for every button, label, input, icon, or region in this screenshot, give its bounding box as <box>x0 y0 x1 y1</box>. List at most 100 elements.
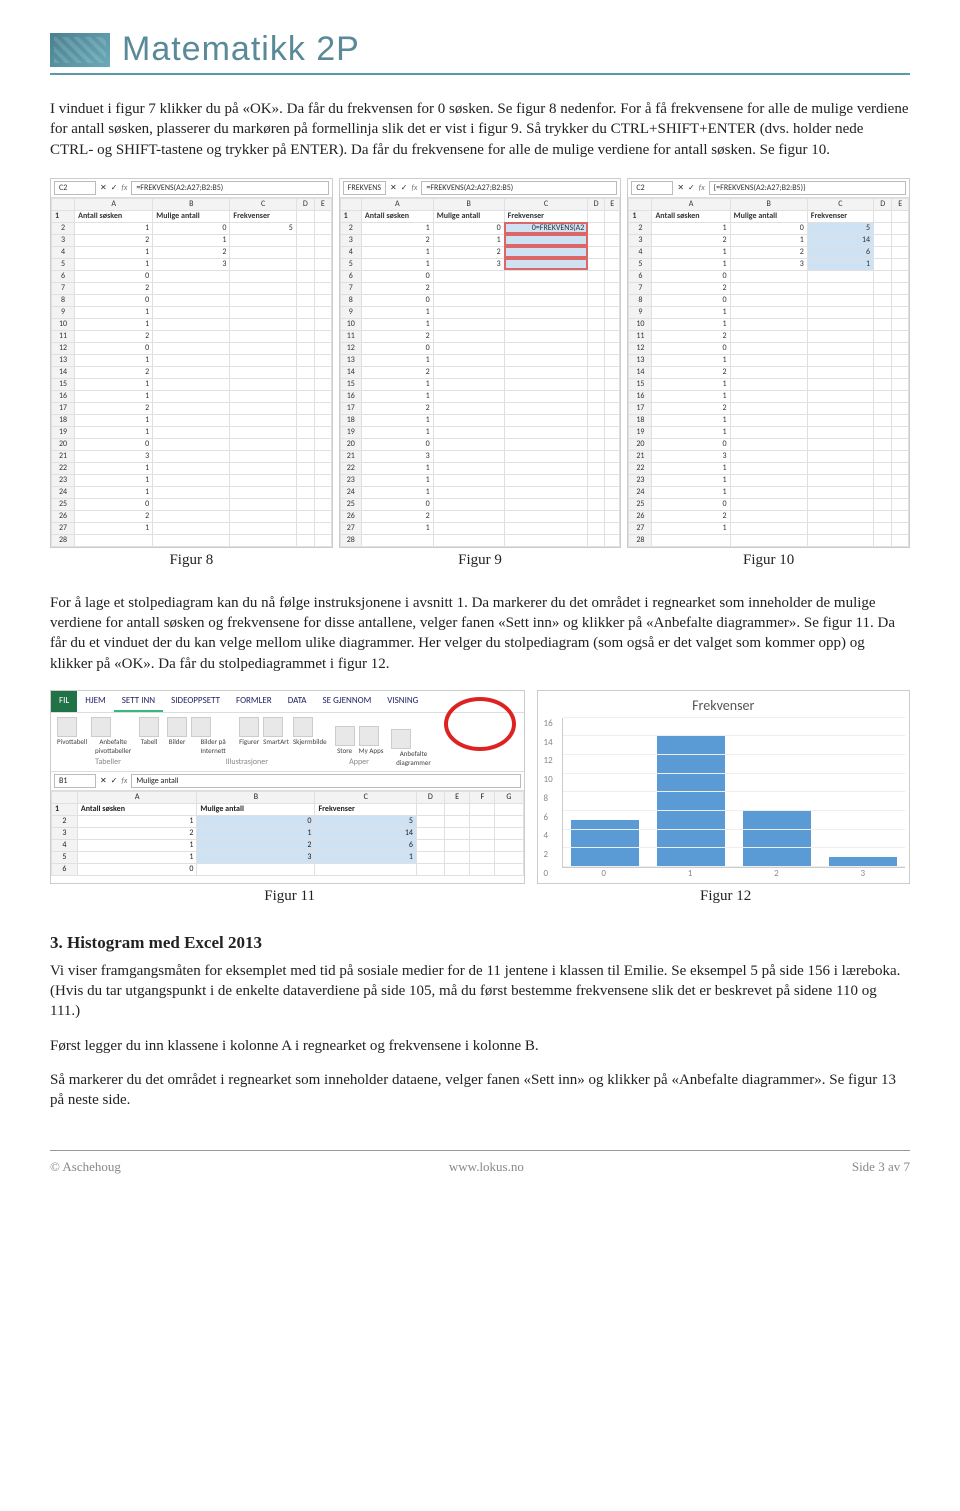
footer-right: Side 3 av 7 <box>852 1159 910 1175</box>
footer-left: © Aschehoug <box>50 1159 121 1175</box>
ribbon-tab-sideoppsett[interactable]: SIDEOPPSETT <box>163 691 228 712</box>
section-3-heading: 3. Histogram med Excel 2013 <box>50 933 910 953</box>
ribbon-button[interactable]: Skjermbilde <box>293 717 327 755</box>
figure-10-sheet: C2 ✕✓fx {=FREKVENS(A2:A27;B2:B5)}ABCDE1A… <box>627 178 910 548</box>
ribbon-button[interactable]: SmartArt <box>263 717 289 755</box>
fx-icon: fx <box>121 776 127 786</box>
chart-bar <box>657 736 725 866</box>
name-box: B1 <box>54 774 96 788</box>
ribbon-group: Store My Apps Apper <box>335 726 384 767</box>
y-tick-label: 8 <box>544 793 553 804</box>
header-title: Matematikk 2P <box>122 30 360 69</box>
chart-bar <box>743 811 811 867</box>
x-tick-label: 2 <box>742 868 810 879</box>
chart-bars <box>562 718 905 868</box>
y-tick-label: 4 <box>544 830 553 841</box>
ribbon-icon <box>57 717 77 737</box>
ribbon-button[interactable]: Anbefalte pivottabeller <box>91 717 135 755</box>
chart-bar <box>571 820 639 867</box>
y-tick-label: 2 <box>544 849 553 860</box>
y-tick-label: 6 <box>544 812 553 823</box>
ribbon-group: Bilder Bilder på Internett Figurer SmartArt… <box>167 717 327 767</box>
ribbon-button-label: Figurer <box>239 737 259 746</box>
ribbon-icon <box>391 729 411 749</box>
ribbon-tab-sett inn[interactable]: SETT INN <box>114 691 163 712</box>
figure-11-table: ABCDEFG1Antall søskenMulige antallFrekve… <box>51 791 524 876</box>
ribbon-icon <box>191 717 211 737</box>
paragraph-1: I vinduet i figur 7 klikker du på «OK». … <box>50 99 910 160</box>
ribbon-body: PivottabellAnbefalte pivottabeller Tabell… <box>51 713 524 772</box>
ribbon-button-label: Bilder på Internett <box>191 737 235 755</box>
ribbon-button[interactable]: My Apps <box>359 726 384 755</box>
ribbon-button-label: Anbefalte pivottabeller <box>91 737 135 755</box>
ribbon-button-label: Tabell <box>139 737 159 746</box>
ribbon-button[interactable]: Anbefalte diagrammer <box>391 729 435 767</box>
footer-center: www.lokus.no <box>449 1159 524 1175</box>
ribbon-group-label: Illustrasjoner <box>226 757 268 767</box>
fx-cancel-icon: ✕ <box>100 776 107 786</box>
ribbon-icon <box>359 726 379 746</box>
page-header: Matematikk 2P <box>50 30 910 75</box>
three-spreadsheet-figures: C2 ✕✓fx =FREKVENS(A2:A27;B2:B5)ABCDE1Ant… <box>50 178 910 548</box>
x-tick-label: 1 <box>656 868 724 879</box>
ribbon-group-label: Apper <box>349 757 369 767</box>
figure-12-chart: Frekvenser 0246810121416 0123 <box>537 690 910 884</box>
ribbon-button[interactable]: Bilder <box>167 717 187 755</box>
ribbon-tab-data[interactable]: DATA <box>280 691 315 712</box>
ribbon-button-label: Anbefalte diagrammer <box>391 749 435 767</box>
caption-fig12: Figur 12 <box>541 888 910 905</box>
fx-ok-icon: ✓ <box>111 776 118 786</box>
section-3-p1: Vi viser framgangsmåten for eksemplet me… <box>50 961 910 1022</box>
caption-fig9: Figur 9 <box>339 552 622 569</box>
ribbon-icon <box>335 726 355 746</box>
chart-title: Frekvenser <box>542 697 905 714</box>
figure-8-sheet: C2 ✕✓fx =FREKVENS(A2:A27;B2:B5)ABCDE1Ant… <box>50 178 333 548</box>
x-tick-label: 3 <box>829 868 897 879</box>
ribbon-tab-hjem[interactable]: HJEM <box>77 691 114 712</box>
caption-fig11: Figur 11 <box>50 888 529 905</box>
ribbon-button[interactable]: Figurer <box>239 717 259 755</box>
ribbon-button-label: My Apps <box>359 746 384 755</box>
ribbon-icon <box>293 717 313 737</box>
ribbon-tab-visning[interactable]: VISNING <box>379 691 426 712</box>
ribbon-button[interactable]: Pivottabell <box>57 717 87 755</box>
ribbon-icon <box>167 717 187 737</box>
ribbon-group-label: Tabeller <box>95 757 121 767</box>
chart-x-ticks: 0 1 2 3 <box>562 868 905 879</box>
ribbon-icon <box>239 717 259 737</box>
ribbon-button-label: Skjermbilde <box>293 737 327 746</box>
paragraph-2: For å lage et stolpediagram kan du nå fø… <box>50 593 910 674</box>
section-3-p3: Så markerer du det området i regnearket … <box>50 1070 910 1111</box>
figure-11-12-row: FILHJEMSETT INNSIDEOPPSETTFORMLERDATASE … <box>50 690 910 884</box>
ribbon-button-label: SmartArt <box>263 737 289 746</box>
y-tick-label: 16 <box>544 718 553 729</box>
ribbon-button[interactable]: Bilder på Internett <box>191 717 235 755</box>
y-tick-label: 14 <box>544 737 553 748</box>
ribbon-button[interactable]: Tabell <box>139 717 159 755</box>
formula-input: Mulige antall <box>131 774 520 788</box>
x-tick-label: 0 <box>570 868 638 879</box>
ribbon-button-label: Bilder <box>167 737 187 746</box>
caption-fig10: Figur 10 <box>627 552 910 569</box>
ribbon-tab-se gjennom[interactable]: SE GJENNOM <box>315 691 380 712</box>
section-3-p2: Først legger du inn klassene i kolonne A… <box>50 1036 910 1056</box>
caption-fig8: Figur 8 <box>50 552 333 569</box>
chart-bar <box>829 857 897 866</box>
y-tick-label: 0 <box>544 868 553 879</box>
y-tick-label: 12 <box>544 755 553 766</box>
figure-9-sheet: FREKVENS ✕✓fx =FREKVENS(A2:A27;B2:B5)ABC… <box>339 178 622 548</box>
figure-11-excel-ribbon: FILHJEMSETT INNSIDEOPPSETTFORMLERDATASE … <box>50 690 525 884</box>
chart-y-ticks: 0 2 4 6 8 10 12 14 16 <box>544 718 553 879</box>
ribbon-icon <box>139 717 159 737</box>
figure-11-12-captions: Figur 11 Figur 12 <box>50 888 910 905</box>
y-tick-label: 10 <box>544 774 553 785</box>
figure-8-9-10-captions: Figur 8 Figur 9 Figur 10 <box>50 552 910 569</box>
ribbon-tab-formler[interactable]: FORMLER <box>228 691 280 712</box>
ribbon-tabs: FILHJEMSETT INNSIDEOPPSETTFORMLERDATASE … <box>51 691 524 713</box>
ribbon-button[interactable]: Store <box>335 726 355 755</box>
page-footer: © Aschehoug www.lokus.no Side 3 av 7 <box>50 1150 910 1175</box>
ribbon-tab-fil[interactable]: FIL <box>51 691 77 712</box>
ribbon-group: Anbefalte diagrammer <box>391 729 435 767</box>
header-logo <box>50 33 110 67</box>
ribbon-group: PivottabellAnbefalte pivottabeller Tabell… <box>57 717 159 767</box>
